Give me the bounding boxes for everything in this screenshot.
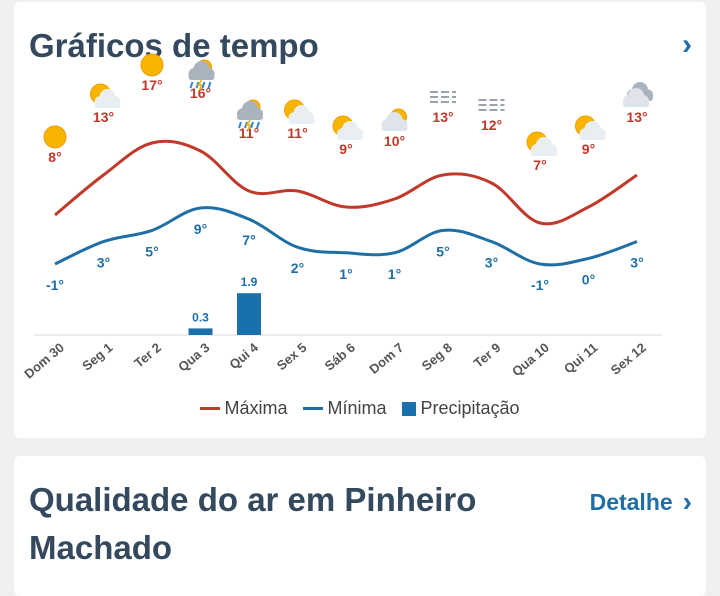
- min-temp-label: 1°: [388, 266, 401, 282]
- max-temp-label: 17°: [141, 77, 162, 93]
- max-temp-label: 13°: [93, 109, 114, 125]
- weather-charts-card: Gráficos de tempo › 0.3 1.9 8° 13° 17° 16° 11°…: [14, 2, 706, 438]
- partly-cloudy-icon: [575, 115, 606, 140]
- max-temp-label: 13°: [432, 109, 453, 125]
- fog-icon: [430, 91, 456, 103]
- max-temp-label: 13°: [626, 109, 647, 125]
- max-temp-label: 9°: [339, 141, 352, 157]
- min-temp-line: [54, 206, 638, 267]
- legend-max: Máxima: [200, 398, 287, 419]
- day-label: Ter 9: [471, 340, 504, 371]
- sun-icon: [140, 53, 164, 77]
- day-label: Dom 7: [366, 340, 406, 377]
- day-label: Ter 2: [131, 340, 164, 371]
- precip-label: 0.3: [192, 310, 209, 324]
- detail-label: Detalhe: [589, 488, 673, 515]
- day-label: Sex 5: [274, 340, 310, 373]
- sun-icon: [43, 125, 67, 149]
- storm-rain-icon: [188, 59, 215, 91]
- max-temp-label: 8°: [48, 149, 61, 165]
- min-temp-label: 5°: [436, 243, 449, 259]
- day-label: Qui 11: [561, 340, 601, 377]
- day-label: Sex 12: [608, 340, 649, 378]
- partly-cloudy-icon: [332, 115, 363, 140]
- legend-precip-swatch: [402, 401, 417, 416]
- chevron-right-icon[interactable]: ›: [682, 28, 692, 61]
- min-temp-label: -1°: [531, 277, 549, 293]
- min-temp-label: 3°: [485, 255, 498, 271]
- max-temp-label: 11°: [239, 125, 259, 141]
- day-label: Qua 10: [509, 340, 552, 379]
- max-temp-label: 7°: [533, 157, 546, 173]
- max-temp-label: 9°: [582, 141, 595, 157]
- min-temp-label: 7°: [242, 232, 255, 248]
- legend-min: Mínima: [303, 398, 386, 419]
- chart-legend: Máxima Mínima Precipitação: [14, 398, 706, 419]
- legend-precip: Precipitação: [402, 398, 520, 419]
- day-label: Seg 8: [419, 340, 455, 374]
- min-temp-label: 0°: [582, 271, 595, 287]
- legend-min-swatch: [303, 407, 324, 410]
- min-temp-label: 2°: [291, 260, 304, 276]
- cloudy-icon: [623, 82, 653, 107]
- legend-max-label: Máxima: [224, 398, 288, 418]
- fog-icon: [478, 99, 505, 111]
- min-temp-label: 5°: [145, 243, 158, 259]
- storm-rain-icon: [237, 99, 263, 131]
- day-label: Seg 1: [79, 340, 115, 374]
- weather-chart: 0.3 1.9 8° 13° 17° 16° 11° 11° 9° 10° 13° 12° 7° 9° 13…: [21, 53, 662, 382]
- max-temp-label: 12°: [481, 117, 502, 133]
- partly-cloudy-icon: [526, 131, 557, 156]
- weather-charts-title: Gráficos de tempo: [29, 27, 319, 64]
- legend-max-swatch: [200, 407, 221, 410]
- legend-precip-label: Precipitação: [420, 398, 520, 418]
- air-quality-title: Qualidade do ar em Pinheiro Machado: [29, 481, 477, 566]
- partly-cloudy-icon: [284, 99, 315, 124]
- max-temp-label: 16°: [190, 85, 211, 101]
- min-temp-label: 3°: [630, 255, 643, 271]
- precip-label: 1.9: [241, 275, 258, 289]
- min-temp-label: 9°: [194, 221, 207, 237]
- max-temp-label: 11°: [287, 125, 307, 141]
- day-label: Dom 30: [21, 340, 67, 382]
- chevron-right-icon: ›: [682, 486, 692, 517]
- precip-bar: [188, 328, 213, 335]
- air-quality-card: Qualidade do ar em Pinheiro Machado Deta…: [14, 456, 706, 596]
- precip-bar: [237, 293, 261, 335]
- legend-min-label: Mínima: [327, 398, 387, 418]
- max-temp-line: [54, 139, 638, 226]
- min-temp-label: 1°: [339, 266, 352, 282]
- day-label: Qui 4: [226, 339, 261, 372]
- detail-link[interactable]: Detalhe ›: [590, 486, 692, 518]
- min-temp-label: 3°: [97, 255, 110, 271]
- max-temp-label: 10°: [384, 133, 405, 149]
- partly-cloudy-icon: [90, 83, 121, 108]
- day-label: Sáb 6: [322, 340, 358, 374]
- min-temp-label: -1°: [46, 277, 64, 293]
- cloud-sun-icon: [381, 108, 408, 131]
- day-label: Qua 3: [175, 340, 212, 375]
